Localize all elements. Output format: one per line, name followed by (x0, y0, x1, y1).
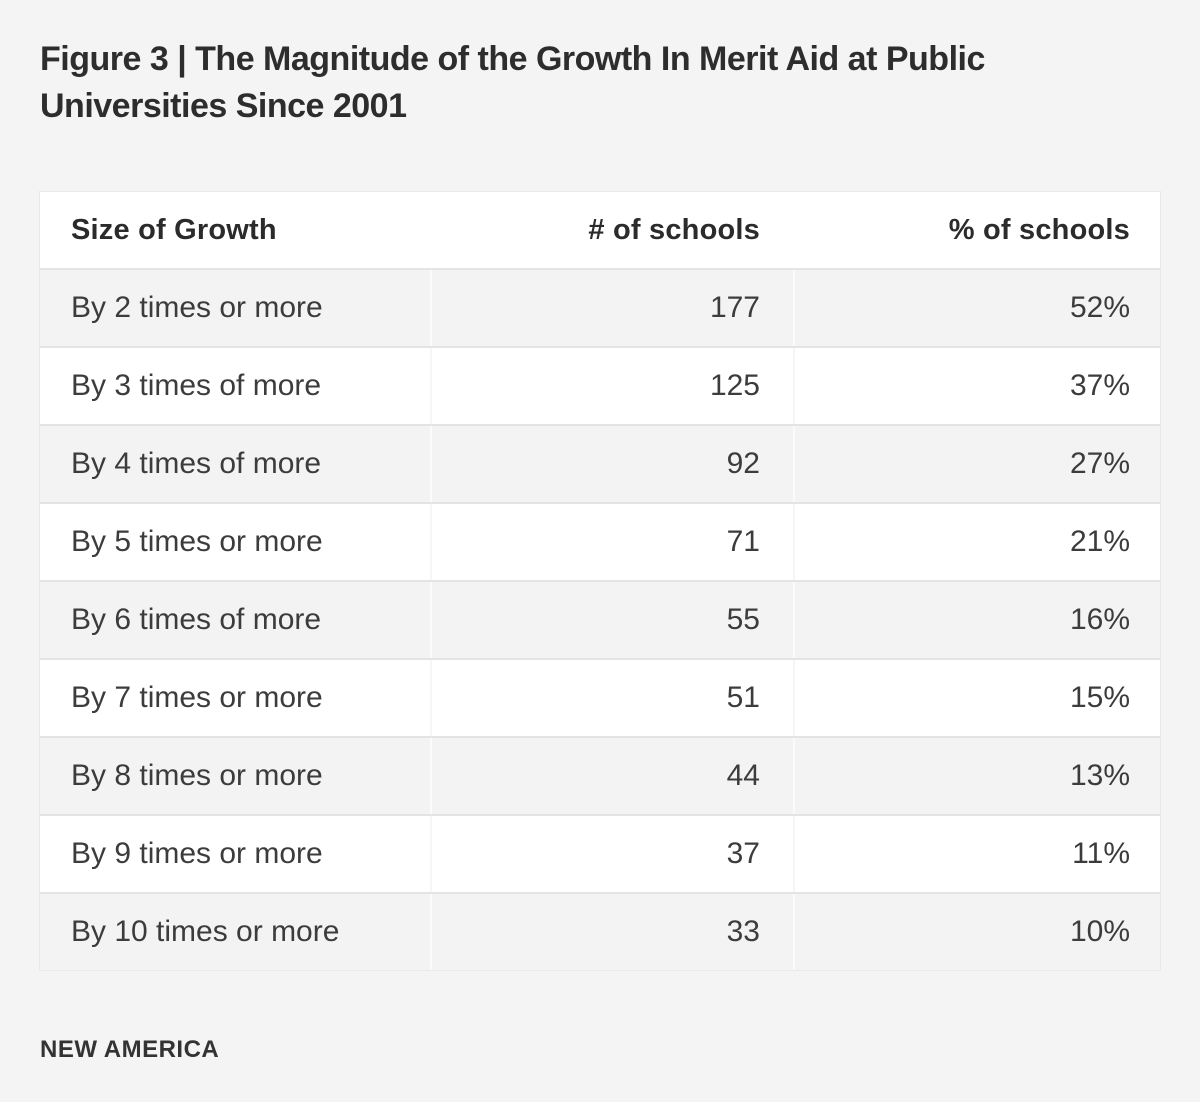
school-percent-cell: 21% (793, 504, 1160, 580)
school-percent-cell: 27% (793, 426, 1160, 502)
brand-logo: NEW AMERICA (40, 1036, 220, 1063)
table-row: By 5 times or more 71 21% (40, 502, 1160, 580)
growth-size-cell: By 7 times or more (71, 681, 323, 714)
growth-size-cell: By 6 times of more (71, 603, 322, 636)
table-row: By 3 times of more 125 37% (40, 346, 1160, 424)
growth-size-cell: By 5 times or more (71, 525, 323, 558)
header-cell-num-schools: # of schools (588, 213, 760, 246)
growth-size-cell: By 3 times of more (71, 369, 322, 402)
table-row: By 8 times or more 44 13% (40, 736, 1160, 814)
school-percent-cell: 10% (793, 894, 1160, 970)
school-count-cell: 33 (430, 894, 793, 970)
table-row: By 9 times or more 37 11% (40, 814, 1160, 892)
page-title-line-1: Figure 3 | The Magnitude of the Growth I… (40, 40, 985, 78)
header-cell-size-of-growth: Size of Growth (71, 213, 277, 246)
page-title: Figure 3 | The Magnitude of the Growth I… (40, 36, 985, 130)
growth-size-cell: By 2 times or more (71, 291, 323, 324)
table-row: By 10 times or more 33 10% (40, 892, 1160, 970)
header-cell-pct-schools: % of schools (948, 213, 1130, 246)
school-percent-cell: 16% (793, 582, 1160, 658)
table-row: By 2 times or more 177 52% (40, 268, 1160, 346)
growth-size-cell: By 4 times of more (71, 447, 322, 480)
school-count-cell: 44 (430, 738, 793, 814)
school-count-cell: 92 (430, 426, 793, 502)
data-table: Size of Growth # of schools % of schools… (40, 192, 1160, 970)
school-count-cell: 51 (430, 660, 793, 736)
growth-size-cell: By 10 times or more (71, 915, 340, 948)
growth-size-cell: By 8 times or more (71, 759, 323, 792)
table-row: By 4 times of more 92 27% (40, 424, 1160, 502)
school-count-cell: 37 (430, 816, 793, 892)
school-percent-cell: 37% (793, 348, 1160, 424)
table-row: By 6 times of more 55 16% (40, 580, 1160, 658)
table-row: By 7 times or more 51 15% (40, 658, 1160, 736)
school-count-cell: 55 (430, 582, 793, 658)
school-percent-cell: 11% (793, 816, 1160, 892)
growth-size-cell: By 9 times or more (71, 837, 323, 870)
school-percent-cell: 15% (793, 660, 1160, 736)
school-count-cell: 71 (430, 504, 793, 580)
school-count-cell: 125 (430, 348, 793, 424)
school-count-cell: 177 (430, 270, 793, 346)
school-percent-cell: 52% (793, 270, 1160, 346)
school-percent-cell: 13% (793, 738, 1160, 814)
page-title-line-2: Universities Since 2001 (40, 87, 407, 125)
table-header-row: Size of Growth # of schools % of schools (40, 192, 1160, 268)
